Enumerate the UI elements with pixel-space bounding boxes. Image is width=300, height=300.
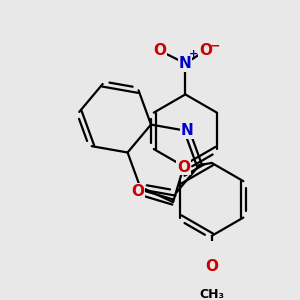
Text: O: O bbox=[153, 43, 166, 58]
Text: O: O bbox=[177, 160, 190, 175]
Text: N: N bbox=[181, 123, 193, 138]
Text: CH₃: CH₃ bbox=[199, 288, 224, 300]
Text: −: − bbox=[210, 40, 220, 53]
Text: +: + bbox=[188, 49, 198, 59]
Text: N: N bbox=[179, 56, 192, 71]
Text: O: O bbox=[132, 184, 145, 199]
Text: O: O bbox=[199, 43, 212, 58]
Text: O: O bbox=[205, 259, 218, 274]
